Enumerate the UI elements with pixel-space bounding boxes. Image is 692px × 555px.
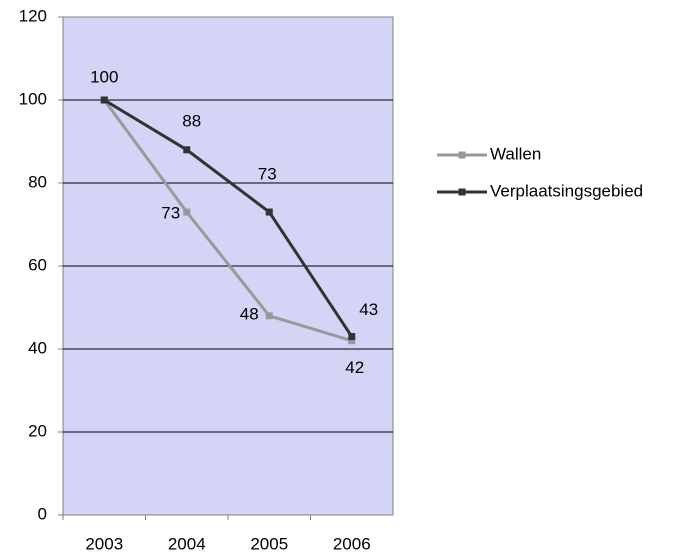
legend-label: Wallen (490, 144, 541, 163)
y-tick-label: 80 (28, 172, 47, 191)
legend-marker (458, 188, 466, 196)
data-label: 43 (359, 300, 378, 319)
y-tick-label: 100 (19, 89, 47, 108)
marker (265, 208, 273, 216)
marker (100, 96, 108, 104)
marker (348, 333, 356, 341)
x-tick-label: 2006 (333, 534, 371, 553)
x-tick-label: 2004 (168, 534, 206, 553)
y-tick-label: 120 (19, 6, 47, 25)
series-line (103, 99, 353, 343)
data-label: 73 (161, 204, 180, 223)
data-label: 42 (345, 358, 364, 377)
x-tick-label: 2003 (85, 534, 123, 553)
marker (348, 337, 356, 345)
data-label: 100 (90, 67, 118, 86)
data-label: 73 (258, 165, 277, 184)
data-label: 88 (182, 111, 201, 130)
x-tick-label: 2005 (250, 534, 288, 553)
legend-label: Verplaatsingsgebied (490, 181, 643, 200)
legend-marker (458, 151, 466, 159)
series-line (103, 98, 354, 338)
y-tick-label: 0 (38, 504, 47, 523)
data-label: 48 (240, 304, 259, 323)
y-tick-label: 60 (28, 255, 47, 274)
y-tick-label: 20 (28, 421, 47, 440)
y-tick-label: 40 (28, 338, 47, 357)
marker (183, 208, 191, 216)
marker (183, 146, 191, 154)
marker (265, 312, 273, 320)
